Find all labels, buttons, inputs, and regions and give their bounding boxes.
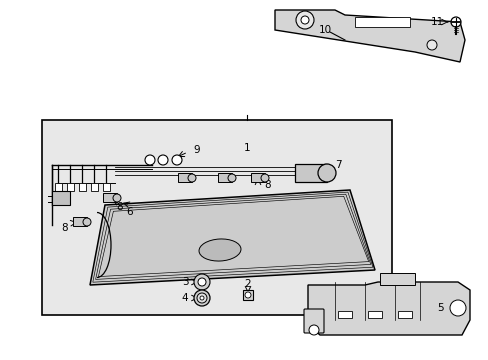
Bar <box>103 193 117 202</box>
Circle shape <box>158 155 168 165</box>
Text: 7: 7 <box>334 160 341 170</box>
Circle shape <box>295 11 313 29</box>
Circle shape <box>194 274 209 290</box>
Text: 10: 10 <box>318 25 331 35</box>
Circle shape <box>83 218 91 226</box>
Circle shape <box>172 155 182 165</box>
Bar <box>79 183 86 191</box>
Text: 8: 8 <box>264 180 271 190</box>
Text: 3: 3 <box>182 277 188 287</box>
Bar <box>55 183 62 191</box>
Polygon shape <box>90 190 374 285</box>
Bar <box>243 290 252 300</box>
Text: 8: 8 <box>61 223 68 233</box>
Circle shape <box>426 40 436 50</box>
Circle shape <box>145 155 155 165</box>
Text: 9: 9 <box>193 145 200 155</box>
Circle shape <box>227 174 236 182</box>
Bar <box>103 183 110 191</box>
Text: 8: 8 <box>117 202 123 212</box>
Circle shape <box>261 174 268 182</box>
Text: 1: 1 <box>243 143 250 153</box>
Circle shape <box>301 16 308 24</box>
Text: 4: 4 <box>182 293 188 303</box>
Bar <box>367 311 381 318</box>
Text: 2: 2 <box>244 279 251 289</box>
Bar <box>354 17 409 27</box>
Bar <box>178 173 192 182</box>
Circle shape <box>194 290 209 306</box>
Ellipse shape <box>199 239 241 261</box>
Circle shape <box>244 292 250 298</box>
Bar <box>294 164 326 182</box>
Bar <box>73 217 87 226</box>
Bar <box>52 191 70 205</box>
Bar <box>379 273 414 285</box>
Text: 5: 5 <box>436 303 443 313</box>
Circle shape <box>450 17 460 27</box>
Bar <box>42 120 391 315</box>
Polygon shape <box>274 10 464 62</box>
Circle shape <box>198 278 205 286</box>
Circle shape <box>113 194 121 202</box>
Circle shape <box>317 164 335 182</box>
Circle shape <box>449 300 465 316</box>
Polygon shape <box>307 282 469 335</box>
Bar <box>91 183 98 191</box>
Circle shape <box>308 325 318 335</box>
FancyBboxPatch shape <box>304 309 324 333</box>
Bar <box>218 173 231 182</box>
Text: 11: 11 <box>429 17 443 27</box>
Bar <box>397 311 411 318</box>
Bar <box>250 173 264 182</box>
Bar <box>67 183 74 191</box>
Text: 6: 6 <box>126 207 133 217</box>
Circle shape <box>200 296 203 300</box>
Circle shape <box>197 293 206 303</box>
Bar <box>337 311 351 318</box>
Circle shape <box>187 174 196 182</box>
